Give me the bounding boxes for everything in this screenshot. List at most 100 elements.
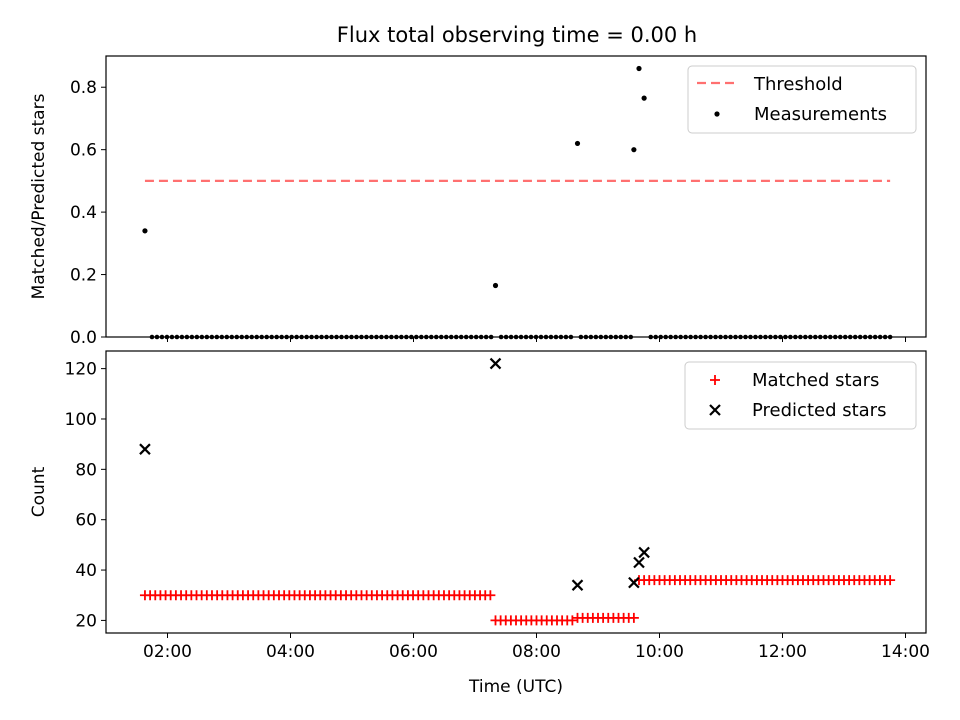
measurement-point [877, 334, 883, 340]
predicted-star-marker [489, 357, 502, 370]
measurement-point [473, 334, 479, 340]
measurement-point [244, 334, 250, 340]
legend-matched-label: Matched stars [752, 370, 879, 391]
predicted-star-marker [628, 576, 640, 589]
measurement-point [618, 334, 624, 340]
measurement-point [778, 334, 783, 340]
x-tick-label: 02:00 [143, 642, 192, 662]
measurement-point [428, 334, 434, 340]
measurement-point [154, 334, 160, 340]
y-tick-label: 120 [65, 360, 97, 380]
measurement-point [798, 334, 803, 340]
measurement-point [299, 334, 304, 340]
measurement-point [818, 334, 823, 340]
measurement-point [763, 334, 768, 340]
measurement-point [733, 334, 738, 340]
y-tick-label: 0.8 [70, 78, 97, 98]
measurement-point [478, 334, 484, 340]
measurement-point [174, 334, 180, 340]
measurement-point [857, 334, 863, 340]
measurement-point [423, 334, 429, 340]
measurement-point [404, 334, 409, 340]
legend-box [687, 65, 917, 134]
x-axis-label: Time (UTC) [468, 677, 563, 697]
legend-measurements-swatch [714, 111, 720, 117]
x-tick-label: 06:00 [389, 642, 438, 662]
legend-box [684, 361, 917, 430]
measurement-point [492, 282, 499, 289]
measurement-point [641, 95, 647, 101]
matched-star-marker [485, 590, 496, 601]
measurement-point [194, 334, 200, 340]
measurement-point [693, 334, 698, 340]
measurement-point [379, 334, 384, 340]
measurement-point [563, 334, 569, 340]
measurement-point [389, 334, 394, 340]
measurement-point [369, 334, 374, 340]
measurement-point [653, 334, 659, 340]
measurement-point [708, 334, 713, 340]
measurement-point [623, 334, 629, 340]
measurement-point [793, 334, 798, 340]
measurement-point [214, 334, 220, 340]
measurement-point [788, 334, 793, 340]
measurement-point [718, 334, 723, 340]
measurement-point [648, 334, 654, 340]
measurement-point [399, 334, 404, 340]
measurement-point [443, 334, 449, 340]
measurement-point [394, 334, 399, 340]
measurement-point [184, 334, 190, 340]
measurement-point [209, 334, 215, 340]
measurement-point [463, 334, 469, 340]
measurement-point [264, 334, 269, 340]
y-tick-label: 0.2 [70, 266, 97, 286]
y-axis-label: Count [29, 466, 49, 517]
axes-frame [105, 350, 927, 634]
predicted-star-marker [571, 579, 584, 591]
measurement-point [364, 334, 369, 340]
measurement-point [813, 334, 818, 340]
measurement-point [354, 334, 359, 340]
measurement-point [219, 334, 225, 340]
y-tick-label: 0.4 [70, 203, 97, 223]
measurement-point [558, 334, 564, 340]
measurement-point [688, 334, 693, 340]
measurement-point [249, 334, 255, 340]
measurement-point [344, 334, 349, 340]
predicted-star-marker [139, 443, 151, 455]
legend: Matched stars Predicted stars [684, 361, 917, 430]
measurement-point [887, 334, 893, 340]
y-axis-label: Matched/Predicted stars [29, 93, 49, 299]
measurement-point [588, 334, 594, 340]
measurement-point [414, 334, 419, 340]
measurement-point [254, 334, 260, 340]
measurement-point [289, 334, 294, 340]
measurement-point [314, 334, 319, 340]
measurement-point [837, 334, 843, 340]
measurement-point [673, 334, 678, 340]
predicted-star-marker [638, 546, 650, 559]
legend-predicted-label: Predicted stars [752, 400, 886, 421]
measurement-point [498, 334, 504, 340]
measurement-point [613, 334, 619, 340]
measurement-point [822, 334, 828, 340]
measurement-point [483, 334, 489, 340]
measurement-point [279, 334, 284, 340]
y-tick-label: 20 [75, 611, 97, 631]
measurement-point [603, 334, 609, 340]
y-tick-label: 80 [75, 460, 97, 480]
measurement-point [339, 334, 344, 340]
measurement-point [199, 334, 205, 340]
y-tick-label: 40 [75, 561, 97, 581]
measurement-point [548, 334, 554, 340]
measurement-point [783, 334, 788, 340]
measurement-point [294, 334, 299, 340]
measurement-point [149, 334, 155, 340]
measurement-point [179, 334, 185, 340]
measurement-point [636, 65, 642, 72]
predicted-star-marker [633, 556, 645, 569]
measurement-point [578, 334, 584, 340]
measurement-point [608, 334, 614, 340]
measurement-point [169, 334, 175, 340]
measurement-point [419, 334, 424, 340]
